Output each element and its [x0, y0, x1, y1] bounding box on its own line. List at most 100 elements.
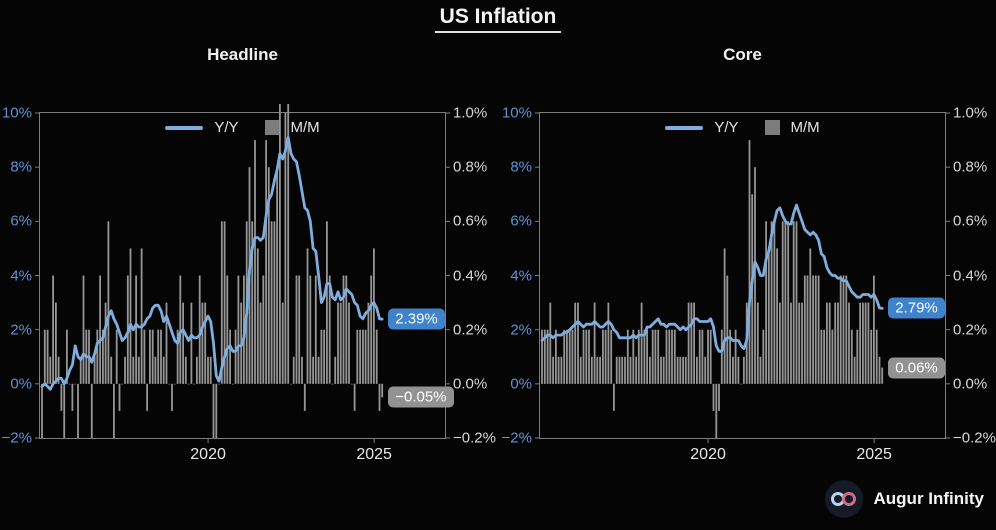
mm-bar	[259, 302, 262, 384]
infinity-logo-icon	[824, 480, 863, 518]
right-axis-tick-label: 0.0%	[453, 375, 488, 393]
mm-bar	[657, 329, 660, 384]
core-panel: Core Y/Y M/M 2.79% 0.06% 10% 8% 6% 4% 2% 0% −2…	[502, 40, 996, 510]
mm-bar	[312, 356, 314, 384]
mm-bar	[629, 356, 632, 384]
left-axis-tick-label: 6%	[510, 212, 532, 230]
left-axis-tick-label: 8%	[510, 158, 532, 176]
mm-bar	[718, 383, 720, 411]
mm-bar	[57, 356, 60, 384]
mm-bar	[60, 383, 63, 411]
right-axis-tick-label: −0.2%	[453, 429, 496, 447]
mm-bar	[151, 329, 154, 384]
mm-bar	[113, 383, 115, 438]
legend-core: Y/Y M/M	[539, 119, 946, 136]
mm-bar	[290, 383, 292, 385]
mm-bar	[251, 221, 254, 384]
x-axis-tick-label: 2025	[856, 446, 892, 463]
mm-bar	[696, 356, 698, 384]
mm-bar	[375, 329, 378, 384]
mm-bar	[184, 356, 187, 384]
headline-mm-last-value-badge: −0.05%	[388, 386, 454, 408]
mm-bar	[701, 329, 704, 384]
mm-bar	[864, 302, 867, 384]
yy-line-swatch-icon	[165, 125, 204, 130]
mm-bar	[604, 329, 607, 384]
mm-bar	[273, 221, 276, 384]
headline-chart-canvas	[35, 104, 450, 443]
mm-bar	[207, 356, 209, 384]
mm-bar	[671, 329, 673, 384]
mm-bar	[665, 329, 668, 384]
mm-bar	[281, 302, 284, 384]
mm-bar	[759, 356, 762, 384]
mm-bar	[337, 302, 339, 384]
yy-line-swatch-icon	[665, 125, 704, 130]
mm-bar	[814, 275, 817, 384]
mm-bar	[850, 329, 853, 384]
mm-bar	[345, 275, 348, 384]
mm-bar	[610, 329, 613, 384]
mm-bar	[651, 329, 654, 384]
mm-bar	[660, 356, 662, 384]
mm-bar	[367, 302, 370, 384]
mm-bar	[149, 329, 151, 384]
mm-bar	[359, 329, 361, 384]
x-axis-tick-label: 2020	[690, 446, 726, 463]
mm-bar	[596, 356, 599, 384]
headline-plot-area: 2.39% −0.05% 10% 8% 6% 4% 2% 0% −2% 1.0% 0.8% 0.6…	[2, 104, 496, 463]
mm-bar	[826, 302, 828, 384]
mm-bar	[262, 275, 265, 384]
mm-bar	[306, 248, 309, 384]
mm-bar	[309, 275, 312, 384]
right-axis-tick-label: 1.0%	[953, 104, 988, 122]
right-axis-tick-label: −0.2%	[953, 429, 996, 447]
mm-bar	[834, 302, 837, 384]
legend-label-yy: Y/Y	[214, 119, 239, 136]
mm-bar	[143, 329, 146, 384]
mm-bar	[135, 275, 137, 384]
mm-bar	[160, 329, 162, 384]
mm-bar	[541, 329, 543, 384]
x-axis-tick-label: 2020	[190, 446, 226, 463]
core-plot-area: 2.79% 0.06% 10% 8% 6% 4% 2% 0% −2% 1.0% 0.8% 0.6%…	[502, 106, 996, 464]
mm-bar	[779, 302, 781, 384]
yy-line	[540, 203, 884, 353]
left-axis-tick-label: 10%	[501, 104, 532, 122]
mm-bar	[867, 302, 870, 384]
mm-bar	[712, 383, 715, 411]
mm-bar	[662, 356, 665, 384]
mm-bar	[154, 356, 157, 384]
mm-bar	[223, 221, 226, 384]
mm-bar	[792, 221, 795, 384]
mm-bar	[68, 383, 71, 385]
mm-bar	[615, 356, 618, 384]
right-axis-tick-label: 0.6%	[453, 212, 488, 230]
mm-bar	[588, 329, 590, 384]
mm-bar	[79, 356, 82, 384]
mm-bar	[555, 329, 557, 384]
mm-bar	[560, 356, 563, 384]
brand-footer: Augur Infinity	[824, 480, 984, 518]
mm-bar	[795, 221, 798, 384]
mm-bar	[743, 356, 745, 384]
mm-bar	[776, 248, 778, 384]
mm-bar	[812, 275, 814, 384]
yy-line	[40, 135, 384, 391]
mm-bar	[781, 221, 784, 384]
mm-bar	[875, 329, 878, 384]
mm-bar	[563, 329, 566, 384]
headline-yy-last-value-badge: 2.39%	[388, 308, 445, 330]
mm-bar	[820, 329, 823, 384]
mm-bar	[679, 356, 682, 384]
mm-bar	[817, 275, 820, 384]
mm-bar	[179, 275, 182, 384]
mm-bar	[767, 248, 770, 384]
mm-bar	[643, 329, 646, 384]
mm-bar	[356, 329, 359, 384]
mm-bar	[723, 248, 726, 384]
mm-bar	[201, 302, 204, 384]
mm-bar	[654, 329, 657, 384]
mm-bar	[193, 383, 195, 385]
